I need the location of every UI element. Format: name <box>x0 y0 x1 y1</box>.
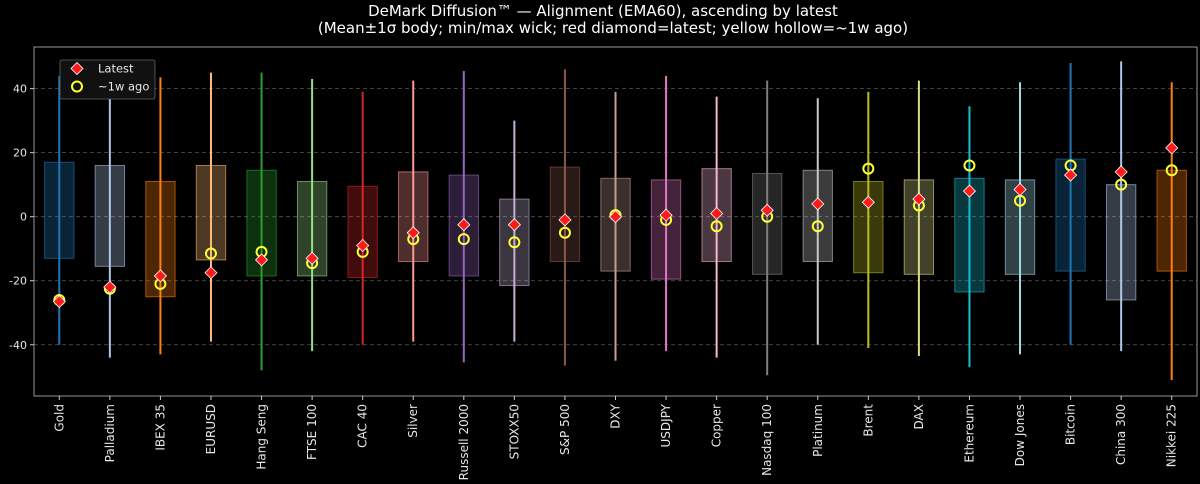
x-tick-label: CAC 40 <box>356 404 370 448</box>
latest-marker <box>1013 182 1027 197</box>
latest-marker <box>912 192 926 206</box>
latest-marker <box>507 218 521 232</box>
latest-marker <box>710 206 724 221</box>
chart-title: DeMark Diffusion™ — Alignment (EMA60), a… <box>368 2 838 20</box>
x-tick-label: FTSE 100 <box>305 404 319 460</box>
latest-marker <box>962 184 977 198</box>
latest-marker <box>204 266 218 280</box>
x-tick-label: Palladium <box>103 404 117 462</box>
sigma-body <box>246 169 277 277</box>
chart-subtitle: (Mean±1σ body; min/max wick; red diamond… <box>318 19 908 37</box>
sigma-body <box>195 164 227 261</box>
latest-marker <box>356 238 370 253</box>
sigma-body <box>347 185 378 279</box>
y-tick-label: 20 <box>13 147 27 160</box>
x-tick-label: Platinum <box>811 404 825 457</box>
sigma-body <box>398 171 429 263</box>
x-tick-label: Brent <box>861 404 875 437</box>
sigma-body <box>94 164 126 267</box>
legend-box <box>59 59 156 100</box>
latest-marker <box>1165 141 1179 155</box>
x-tick-label: Silver <box>406 404 420 438</box>
x-tick-label: IBEX 35 <box>153 404 167 451</box>
x-tick-label: USDJPY <box>659 403 673 447</box>
latest-marker <box>1064 168 1078 182</box>
x-tick-label: S&P 500 <box>558 404 572 455</box>
week-ago-marker <box>1165 164 1178 177</box>
x-tick-label: Russell 2000 <box>457 404 471 480</box>
latest-marker <box>103 280 117 294</box>
week-ago-marker <box>710 220 723 233</box>
sigma-body <box>44 161 75 259</box>
week-ago-marker <box>811 220 824 233</box>
legend-week-label: ~1w ago <box>98 80 149 94</box>
week-ago-marker <box>508 236 521 249</box>
latest-marker <box>558 213 572 227</box>
latest-marker <box>153 269 167 283</box>
latest-marker <box>457 218 471 232</box>
sigma-body <box>600 177 631 272</box>
latest-marker <box>659 208 673 222</box>
latest-marker <box>52 294 66 309</box>
sigma-body <box>1105 184 1137 301</box>
x-tick-label: EURUSD <box>204 404 218 454</box>
legend-latest-marker <box>70 61 84 76</box>
latest-marker <box>760 203 774 217</box>
x-tick-label: Dow Jones <box>1013 404 1027 466</box>
plot-area: -40 -20 0 20 40 Gold Palladium IBEX 35 EURUSD Han… <box>9 46 1198 480</box>
x-tick-label: Nikkei 225 <box>1165 404 1179 467</box>
sigma-body <box>752 172 783 275</box>
sigma-body <box>650 179 682 280</box>
latest-marker <box>1114 165 1128 179</box>
x-tick-label: Ethereum <box>962 404 976 463</box>
sigma-body <box>802 169 833 263</box>
x-tick-label: DXY <box>609 403 623 428</box>
week-ago-marker <box>558 226 571 239</box>
latest-marker <box>305 251 319 265</box>
week-ago-marker <box>457 233 470 246</box>
legend: Latest ~1w ago <box>59 59 156 100</box>
x-tick-label: DAX <box>912 404 926 429</box>
x-tick-label: Bitcoin <box>1064 404 1078 445</box>
sigma-body <box>1156 169 1187 272</box>
legend-week-marker <box>71 80 83 93</box>
x-tick-label: Gold <box>52 404 66 432</box>
x-tick-label: Copper <box>710 404 724 447</box>
x-tick-label: China 300 <box>1114 404 1128 465</box>
y-tick-label: 0 <box>20 211 27 224</box>
y-tick-label: -40 <box>9 339 27 352</box>
latest-marker <box>811 197 825 211</box>
sigma-body <box>499 198 530 287</box>
week-ago-marker <box>862 162 875 175</box>
x-tick-label: STOXX50 <box>507 404 521 459</box>
week-ago-marker <box>204 247 217 260</box>
week-ago-marker <box>1115 178 1128 191</box>
latest-marker <box>608 210 623 224</box>
legend-latest-label: Latest <box>98 62 134 76</box>
latest-marker <box>861 195 875 209</box>
latest-marker <box>254 253 269 267</box>
week-ago-marker <box>963 159 976 172</box>
latest-marker <box>406 226 420 240</box>
sigma-body <box>853 180 884 274</box>
y-tick-label: 40 <box>13 83 27 96</box>
x-tick-label: Nasdaq 100 <box>760 404 774 476</box>
y-tick-label: -20 <box>9 275 27 288</box>
x-tick-label: Hang Seng <box>255 404 269 470</box>
